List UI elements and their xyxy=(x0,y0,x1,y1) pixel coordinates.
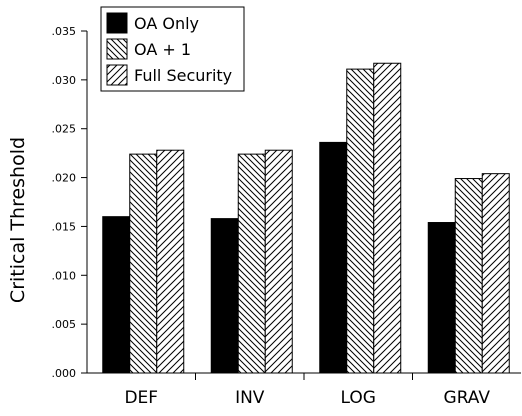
bar-inv-full-security xyxy=(264,149,293,374)
y-tick-label: .015 xyxy=(52,220,77,233)
y-tick-label: .020 xyxy=(52,172,77,185)
bar-def-oa-only xyxy=(102,216,131,374)
bar-grav-oa-1 xyxy=(454,178,483,374)
bar-log-oa-only xyxy=(319,141,348,374)
bar-log-full-security xyxy=(373,62,402,374)
x-tick-label: INV xyxy=(235,388,265,408)
x-tick-label: LOG xyxy=(341,388,376,408)
bar-grav-full-security xyxy=(481,173,510,374)
legend-label: OA + 1 xyxy=(134,40,191,59)
legend-swatch xyxy=(106,12,128,34)
bar-def-oa-1 xyxy=(129,153,158,374)
x-tick-label: DEF xyxy=(124,388,158,408)
y-tick-label: .000 xyxy=(52,367,77,380)
bar-inv-oa-only xyxy=(210,218,239,374)
bar-inv-oa-1 xyxy=(237,153,266,374)
bar-grav-oa-only xyxy=(427,222,456,374)
legend-swatch xyxy=(106,38,128,60)
legend-label: Full Security xyxy=(134,66,232,85)
y-tick-label: .030 xyxy=(52,74,77,87)
y-tick-label: .010 xyxy=(52,269,77,282)
y-tick-label: .025 xyxy=(52,123,77,136)
y-tick-label: .035 xyxy=(52,25,77,38)
y-tick-label: .005 xyxy=(52,318,77,331)
x-tick-label: GRAV xyxy=(444,388,491,408)
bar-def-full-security xyxy=(156,149,185,374)
legend-swatch xyxy=(106,64,128,86)
bar-log-oa-1 xyxy=(346,68,375,374)
legend-label: OA Only xyxy=(134,14,199,33)
y-axis-title: Critical Threshold xyxy=(7,137,29,303)
